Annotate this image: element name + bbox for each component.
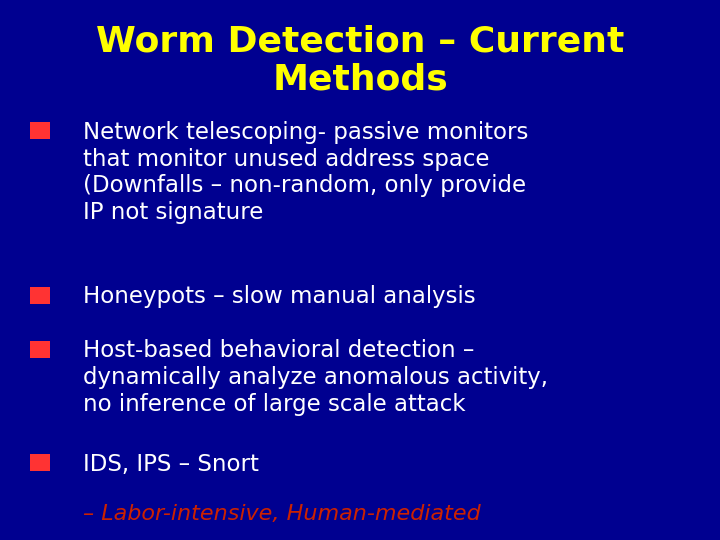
Text: IDS, IPS – Snort: IDS, IPS – Snort — [83, 453, 258, 476]
Text: Host-based behavioral detection –
dynamically analyze anomalous activity,
no inf: Host-based behavioral detection – dynami… — [83, 339, 548, 416]
Text: Network telescoping- passive monitors
that monitor unused address space
(Downfal: Network telescoping- passive monitors th… — [83, 120, 528, 225]
Text: – Labor-intensive, Human-mediated: – Labor-intensive, Human-mediated — [83, 504, 480, 524]
FancyBboxPatch shape — [30, 341, 50, 358]
Text: Honeypots – slow manual analysis: Honeypots – slow manual analysis — [83, 285, 475, 308]
FancyBboxPatch shape — [30, 122, 50, 139]
FancyBboxPatch shape — [30, 454, 50, 471]
FancyBboxPatch shape — [30, 287, 50, 304]
Text: Worm Detection – Current
Methods: Worm Detection – Current Methods — [96, 24, 624, 96]
